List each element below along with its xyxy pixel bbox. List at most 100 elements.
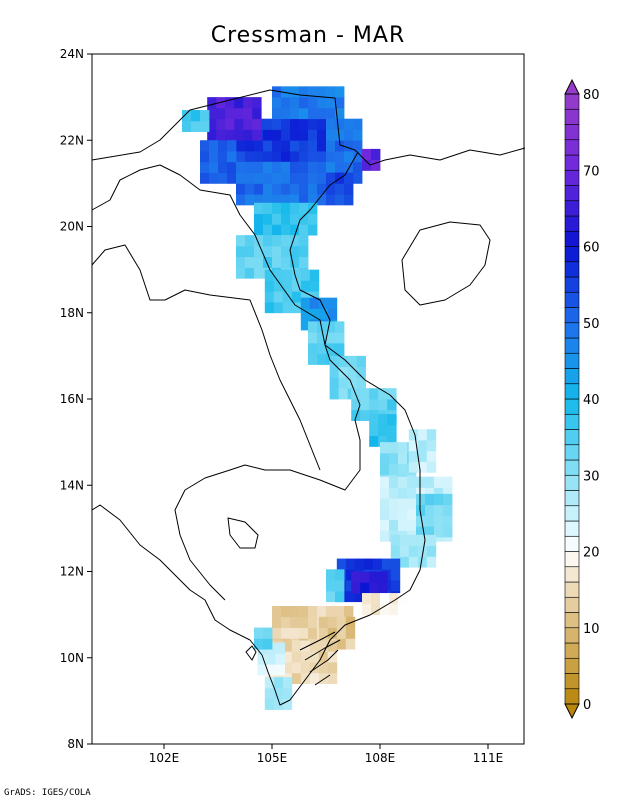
precip-cell [282, 677, 293, 689]
precip-cell [380, 530, 390, 542]
precip-cell [236, 245, 246, 258]
colorbar-segment [564, 276, 580, 293]
precip-cell [263, 202, 273, 214]
precip-cell [369, 399, 379, 411]
precip-cell [281, 213, 291, 225]
precip-cell [344, 129, 354, 141]
precip-cell [282, 301, 293, 314]
precip-cell [308, 332, 318, 344]
colorbar-tick-label: 30 [583, 469, 600, 484]
precip-cell [281, 627, 291, 639]
precip-cell [318, 627, 329, 639]
colorbar-tick-label: 10 [583, 622, 600, 637]
precip-cell [254, 267, 264, 279]
precip-cell [266, 664, 276, 676]
tonle-sap [227, 517, 259, 549]
precip-cell [425, 493, 435, 506]
precip-cell [380, 603, 390, 616]
precip-cell [207, 118, 217, 130]
precip-cell [263, 161, 273, 173]
precip-cell [318, 308, 329, 320]
precip-cell [300, 308, 311, 320]
coastline-borders [91, 89, 526, 706]
colorbar-segment [564, 673, 580, 690]
colorbar-segment [564, 215, 580, 232]
precip-cell [390, 558, 401, 570]
precip-cell [272, 235, 282, 247]
colorbar-segment [564, 474, 580, 491]
precipitation-cells [182, 86, 453, 710]
precip-cell [317, 332, 327, 344]
precip-cell [317, 97, 327, 109]
precip-cell [281, 86, 291, 98]
precip-cell [363, 558, 374, 570]
precip-cell [425, 526, 435, 538]
colorbar-segment [564, 429, 580, 446]
precip-cell [425, 487, 435, 499]
precip-cell [200, 110, 210, 122]
precip-cell [290, 140, 300, 152]
precip-cell [291, 291, 302, 303]
precip-cell [371, 593, 381, 605]
precip-cell [308, 118, 318, 130]
precip-cell [273, 698, 284, 710]
precip-cell [338, 366, 348, 378]
thailand-border [91, 244, 321, 471]
precip-cell [309, 297, 320, 309]
colorbar-segment [564, 520, 580, 537]
precip-cell [308, 86, 318, 98]
precip-cell [344, 194, 354, 206]
precip-cell [387, 424, 397, 437]
precip-cell [390, 534, 401, 547]
precip-cell [275, 642, 285, 654]
precip-cell [335, 151, 345, 163]
precip-cell [245, 256, 255, 268]
precip-cell [344, 606, 354, 618]
precip-cell [281, 616, 291, 628]
precip-cell [317, 194, 327, 206]
precip-cell [434, 526, 444, 538]
precip-cell [351, 582, 361, 594]
precip-cell [398, 463, 408, 475]
precip-cell [281, 256, 291, 268]
precip-cell [254, 183, 264, 195]
precip-cell [254, 638, 264, 650]
precip-cell [209, 151, 219, 163]
precip-cell [327, 616, 338, 628]
precip-cell [389, 452, 399, 465]
precip-cell [425, 504, 435, 516]
precip-cell [336, 638, 347, 650]
precip-cell [443, 476, 453, 488]
precip-cell [308, 107, 318, 120]
precip-cell [254, 627, 264, 639]
precip-cell [291, 672, 302, 685]
colorbar-segment [564, 383, 580, 400]
cambodia-coast [91, 504, 251, 641]
precip-cell [263, 638, 273, 650]
precip-cell [245, 172, 255, 184]
colorbar-segment [564, 444, 580, 461]
precip-cell [318, 662, 329, 674]
precip-cell [299, 213, 309, 225]
precip-cell [264, 677, 275, 689]
precip-cell [389, 442, 399, 454]
precip-cell [353, 151, 363, 163]
precip-cell [387, 414, 397, 426]
precip-cell [390, 580, 401, 592]
precip-cell [335, 107, 345, 120]
precip-cell [417, 556, 428, 568]
precip-cell [326, 86, 336, 98]
precip-cell [299, 606, 309, 618]
y-tick-label: 12N [60, 565, 84, 579]
precip-cell [347, 366, 357, 378]
precip-cell [234, 118, 244, 130]
precip-cell [282, 651, 293, 663]
y-tick-label: 22N [60, 133, 84, 147]
precip-cell [236, 256, 246, 268]
precip-cell [282, 687, 293, 700]
precip-cell [254, 245, 264, 258]
precip-cell [266, 653, 276, 665]
precip-cell [389, 498, 399, 510]
vietnam-coast [249, 151, 426, 706]
precip-cell [417, 439, 428, 452]
